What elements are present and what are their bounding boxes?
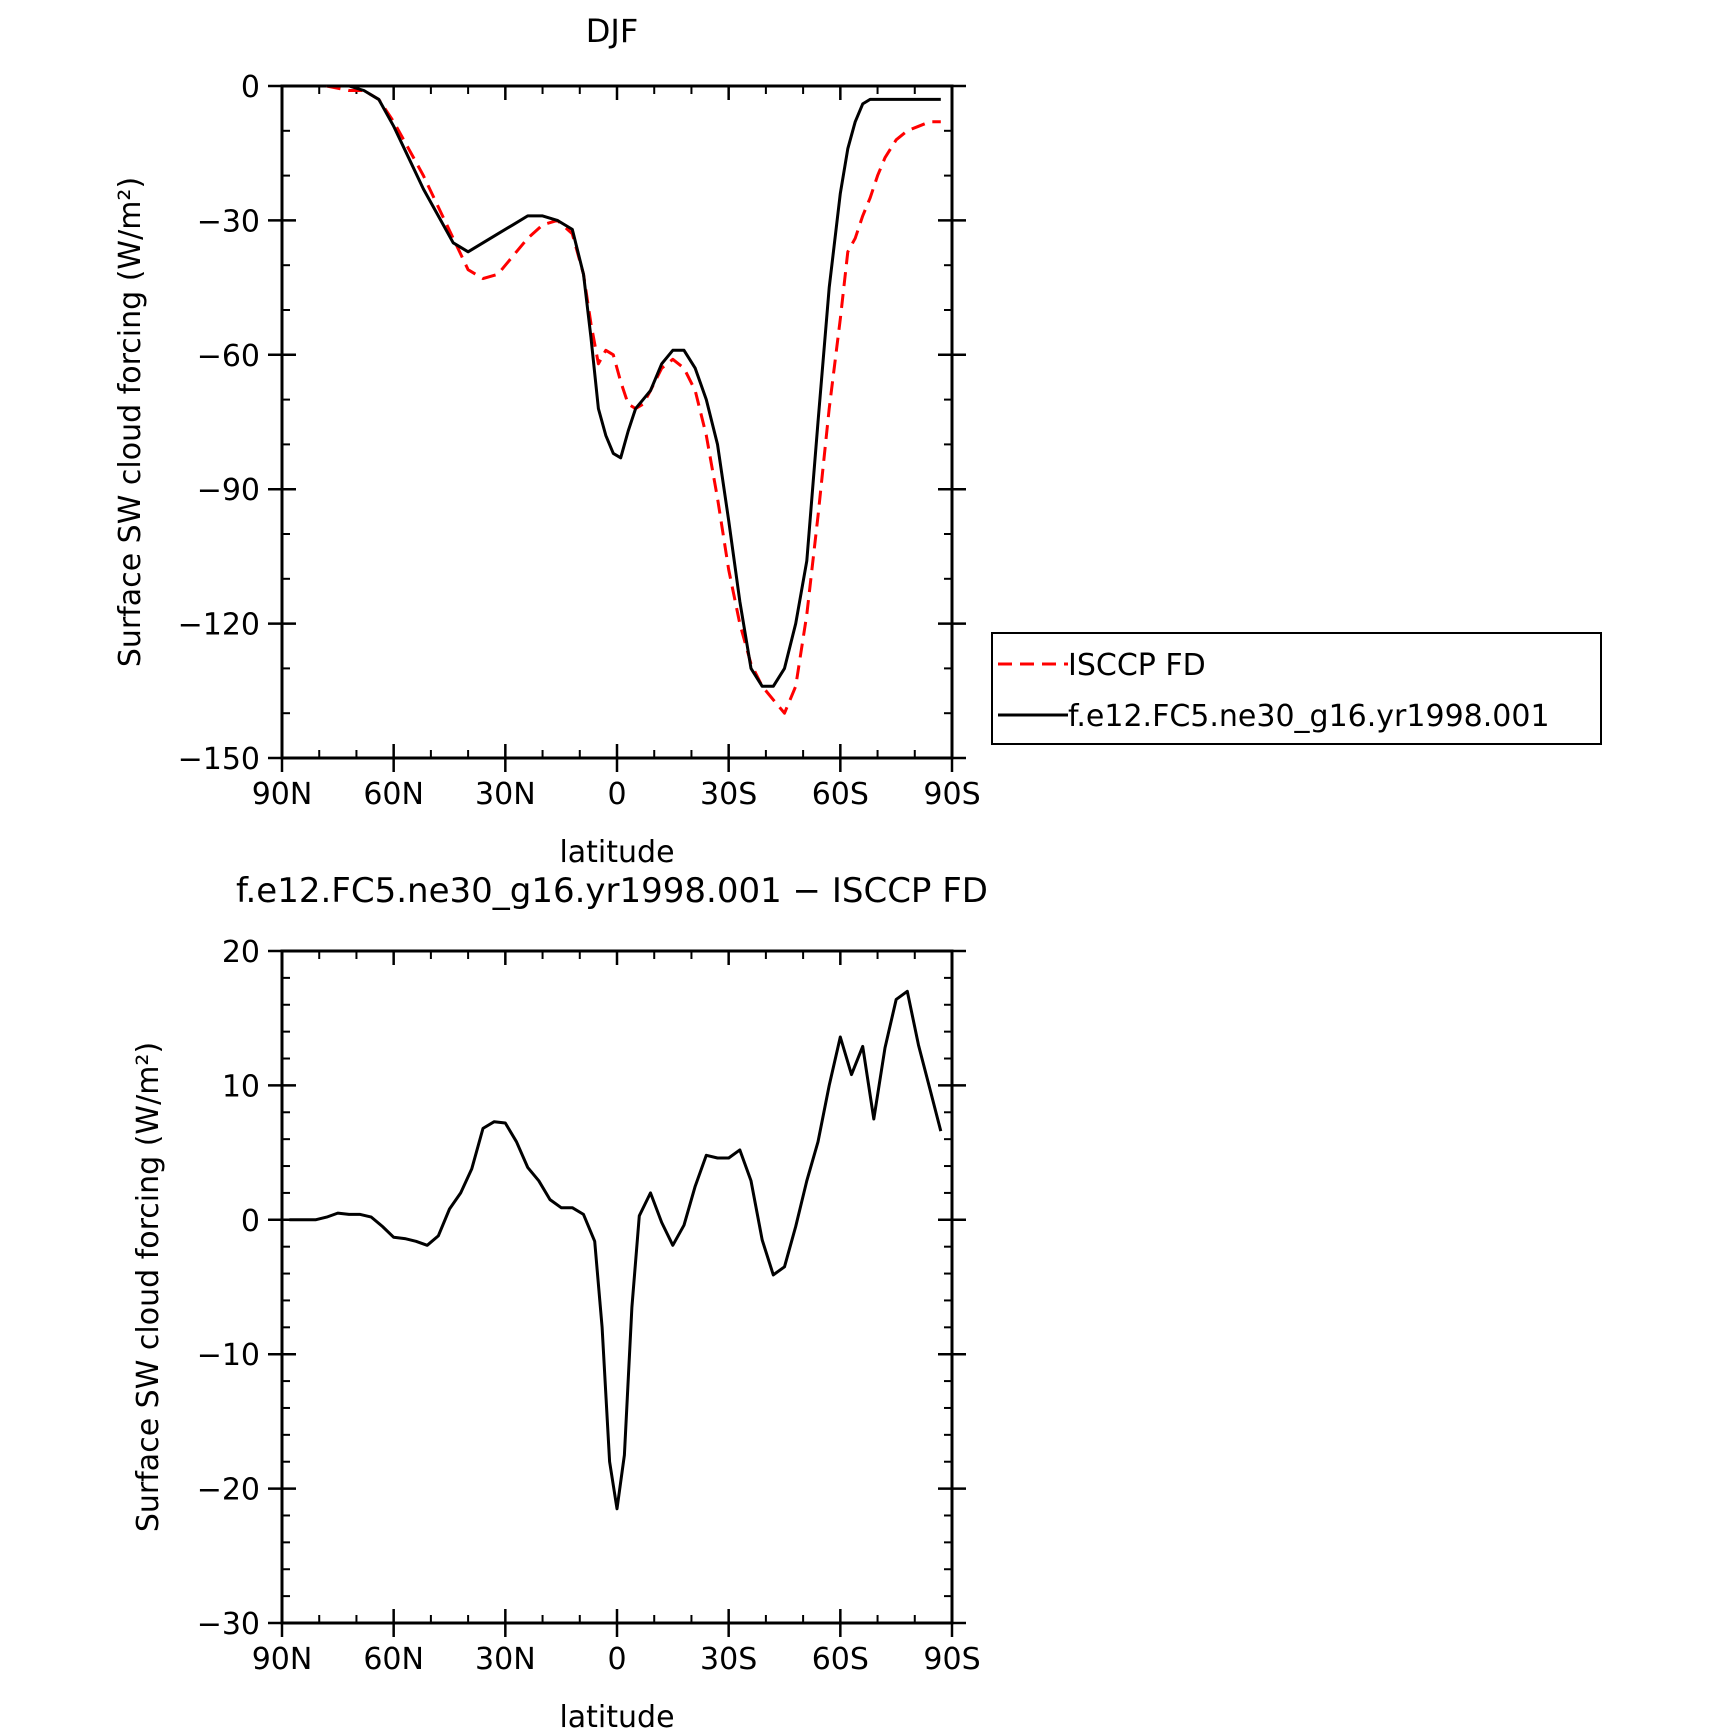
y-tick-label: 0 [241,70,260,105]
x-axis-label: latitude [559,1700,674,1734]
x-tick-label: 30N [475,777,536,812]
series-line-0 [326,84,941,715]
panel-difference: f.e12.FC5.ne30_g16.yr1998.001 − ISCCP FD… [131,871,988,1734]
series-lines [289,989,943,1511]
x-axis-label: latitude [559,835,674,870]
x-tick-label: 60N [363,777,424,812]
chart-title: f.e12.FC5.ne30_g16.yr1998.001 − ISCCP FD [236,871,988,911]
legend-label-model: f.e12.FC5.ne30_g16.yr1998.001 [1068,699,1550,734]
x-tick-label: 90N [252,1642,313,1677]
axis-ticks [268,84,966,772]
x-tick-label: 0 [607,1642,626,1677]
x-tick-label: 30S [700,1642,757,1677]
series-lines [326,84,941,715]
axis-ticks [268,949,966,1637]
legend-label-isccp: ISCCP FD [1068,648,1206,683]
series-line-1 [326,84,941,688]
y-tick-label: −120 [178,608,260,643]
y-tick-label: −30 [197,204,260,239]
series-line-0 [289,989,943,1511]
x-tick-label: 30S [700,777,757,812]
x-tick-label: 90S [923,1642,980,1677]
y-tick-label: −90 [197,473,260,508]
x-tick-label: 90N [252,777,313,812]
legend: ISCCP FD f.e12.FC5.ne30_g16.yr1998.001 [991,632,1602,745]
y-tick-label: 10 [222,1069,260,1104]
y-axis-label: Surface SW cloud forcing (W/m²) [131,1042,166,1532]
x-tick-labels: 90N 60N 30N 0 30S 60S 90S [252,777,981,812]
y-tick-label: −150 [178,742,260,777]
y-tick-label: −30 [197,1607,260,1642]
y-axis-label: Surface SW cloud forcing (W/m²) [113,177,148,667]
panel-djf: DJF 0−30−60−90−120−150 90N 60N 30N 0 30S 60S 9… [113,12,1602,870]
y-tick-label: 0 [241,1204,260,1239]
y-tick-label: 20 [222,935,260,970]
x-tick-label: 0 [607,777,626,812]
x-tick-label: 60S [812,777,869,812]
y-tick-labels: 20 10 0 −10 −20 −30 [197,935,260,1642]
chart-title: DJF [586,12,638,50]
y-tick-labels: 0 −30 −60 −90 −120 −150 [178,70,260,777]
x-tick-label: 60S [812,1642,869,1677]
x-tick-label: 30N [475,1642,536,1677]
y-tick-label: −20 [197,1473,260,1508]
plot-frame [280,949,954,1625]
x-tick-labels: 90N 60N 30N 0 30S 60S 90S [252,1642,981,1677]
x-tick-label: 90S [923,777,980,812]
y-tick-label: −60 [197,339,260,374]
y-tick-label: −10 [197,1338,260,1373]
plot-frame [280,84,954,760]
x-tick-label: 60N [363,1642,424,1677]
legend-box [991,632,1602,745]
